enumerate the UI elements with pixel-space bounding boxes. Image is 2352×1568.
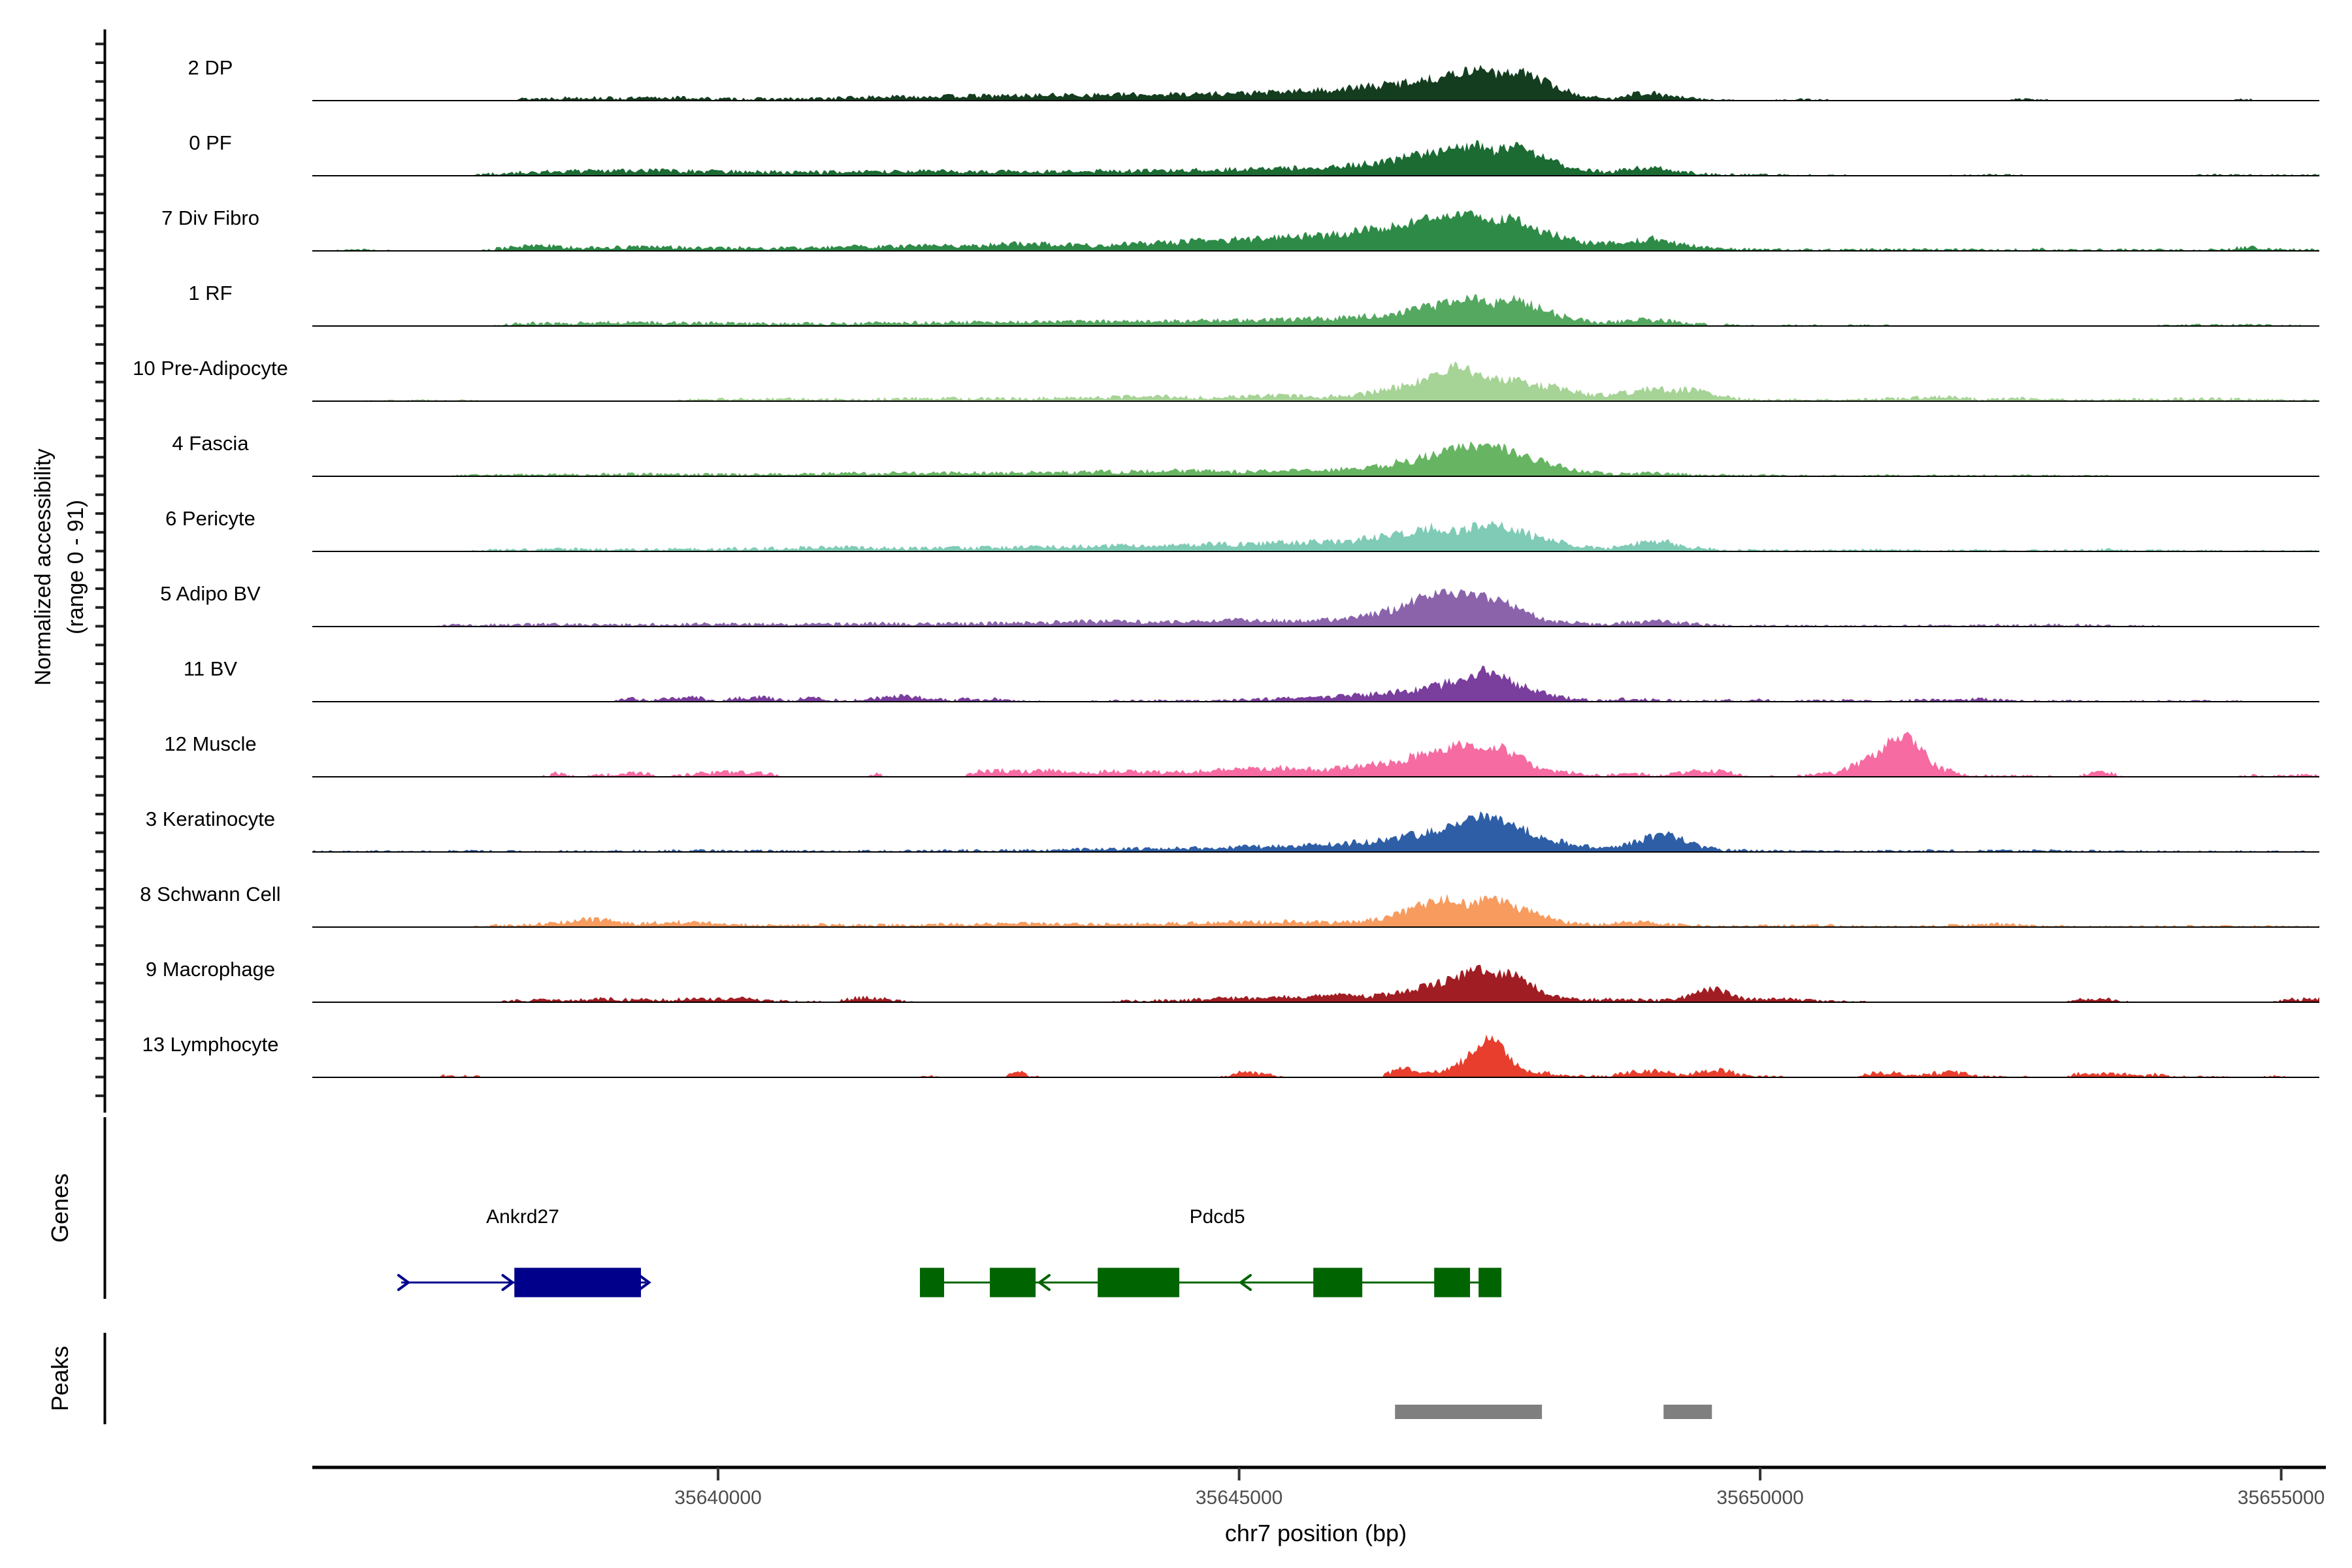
gene-strand-arrow-Ankrd27 [638,1274,651,1291]
track-label-c8: 8 Schwann Cell [140,883,281,906]
gene-exon-Pdcd5 [920,1267,945,1298]
gene-exon-Ankrd27 [514,1267,642,1298]
track-label-c1: 1 RF [188,282,233,304]
track-label-c6: 6 Pericyte [165,507,255,530]
gene-exon-Pdcd5 [1098,1267,1180,1298]
gene-strand-arrow-Pdcd5 [1037,1274,1051,1291]
track-signal-c0 [312,140,2319,176]
track-label-c3: 3 Keratinocyte [145,808,276,830]
track-signal-c12 [312,731,2319,777]
gene-name-Ankrd27: Ankrd27 [486,1206,559,1228]
track-label-c2: 2 DP [188,56,233,79]
track-label-c13: 13 Lymphocyte [142,1033,279,1056]
gene-exon-Pdcd5 [1434,1267,1471,1298]
x-tick-label-35655000: 35655000 [2237,1487,2325,1509]
gene-exon-Pdcd5 [1313,1267,1363,1298]
gene-exon-Pdcd5 [990,1267,1036,1298]
peak-bar-2 [1663,1405,1712,1419]
gene-exon-Pdcd5 [1478,1267,1502,1298]
track-label-c11: 11 BV [183,657,238,680]
peak-bar-1 [1395,1405,1543,1419]
track-label-c7: 7 Div Fibro [161,206,259,229]
track-signal-c8 [312,894,2319,927]
track-signal-c4 [312,441,2319,476]
y-axis-label-line1: Normalized accessibility [31,448,56,686]
track-signal-c1 [312,294,2319,326]
peaks-panel-label: Peaks [46,1345,73,1412]
track-signal-c11 [312,665,2319,702]
x-tick-label-35645000: 35645000 [1195,1487,1283,1509]
track-signal-c6 [312,520,2319,551]
track-label-c12: 12 Muscle [164,732,257,755]
track-label-c0: 0 PF [189,131,232,154]
track-signal-c13 [312,1034,2319,1077]
gene-strand-arrow-Ankrd27 [397,1274,411,1291]
track-label-c10: 10 Pre-Adipocyte [133,357,288,380]
x-tick-label-35650000: 35650000 [1716,1487,1804,1509]
gene-strand-arrow-Ankrd27 [501,1274,515,1291]
genes-panel-label: Genes [46,1173,73,1243]
track-signal-c9 [312,964,2319,1002]
x-axis-title: chr7 position (bp) [1224,1520,1407,1546]
track-signal-c2 [312,65,2319,101]
gene-strand-arrow-Pdcd5 [1238,1274,1252,1291]
track-label-c9: 9 Macrophage [145,958,276,981]
y-axis-label-line2: (range 0 - 91) [63,500,88,634]
track-signal-c10 [312,361,2319,401]
gene-name-Pdcd5: Pdcd5 [1189,1206,1245,1228]
track-signal-c3 [312,811,2319,852]
track-signal-c7 [312,210,2319,251]
x-tick-label-35640000: 35640000 [674,1487,762,1509]
track-label-c4: 4 Fascia [172,432,249,455]
track-label-c5: 5 Adipo BV [160,582,261,605]
track-signal-c5 [312,589,2319,627]
